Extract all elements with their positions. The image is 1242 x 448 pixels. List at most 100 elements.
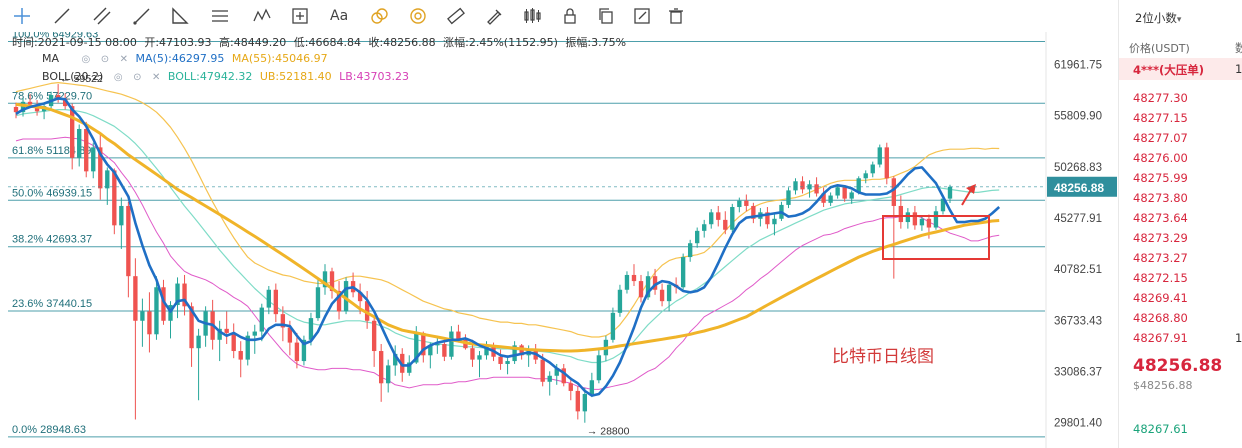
line-icon[interactable] (52, 6, 72, 26)
candle-body (680, 257, 686, 288)
ask-price-row[interactable]: 48267.91 (1133, 331, 1188, 345)
ask-price-row[interactable]: 48269.41 (1133, 291, 1188, 305)
candle-body (772, 218, 777, 225)
candle (666, 281, 672, 312)
copy-icon[interactable] (596, 6, 616, 26)
ask-price-row[interactable]: 48275.99 (1133, 171, 1188, 185)
candle-body (119, 205, 124, 226)
edit-icon[interactable] (632, 6, 652, 26)
candle-body (863, 173, 868, 179)
ask-price-row[interactable]: 48277.15 (1133, 111, 1188, 125)
ask-price-row[interactable]: 48277.30 (1133, 91, 1188, 105)
measure-icon[interactable] (484, 6, 504, 26)
candle-body (737, 200, 742, 208)
boll-visibility-icon[interactable]: ⊙ (133, 72, 142, 83)
candle (765, 207, 770, 229)
ask-price-row[interactable]: 48277.07 (1133, 131, 1188, 145)
candle-body (217, 328, 222, 340)
candle-body (196, 335, 201, 349)
ray-icon[interactable] (132, 6, 152, 26)
crosshair-icon[interactable] (12, 6, 32, 26)
candle-body (112, 170, 117, 226)
candle-body (723, 219, 728, 230)
wave-icon[interactable] (252, 6, 272, 26)
candle-body (428, 345, 433, 356)
candle-body (547, 375, 552, 382)
candle-body (393, 353, 398, 366)
candle-body (62, 98, 68, 107)
candle-body (589, 380, 595, 395)
candle (891, 176, 896, 279)
candles-icon[interactable] (522, 6, 542, 26)
candle-body (245, 335, 250, 360)
candle-body (231, 332, 236, 352)
candle (807, 180, 812, 198)
candle-body (126, 205, 131, 277)
fib-icon[interactable] (370, 6, 390, 26)
boll-settings-icon[interactable]: ◎ (113, 72, 123, 83)
candle-body (91, 147, 96, 172)
candle (652, 268, 658, 295)
candle (519, 343, 524, 360)
chart-area[interactable]: 100.0% 64929.63 78.6% 57229.70 61.8% 51184… (0, 32, 1118, 448)
ask-price-row[interactable]: 48273.27 (1133, 251, 1188, 265)
candle (631, 264, 637, 287)
candle-body (378, 351, 384, 384)
candle-body (484, 346, 489, 356)
candle-body (477, 355, 482, 360)
candle (940, 196, 946, 215)
circle-fib-icon[interactable] (408, 6, 428, 26)
info-time: 时间:2021-09-15 08:00 (12, 36, 137, 49)
candle (589, 372, 595, 398)
candle (617, 284, 623, 317)
candle (245, 331, 250, 366)
big-order-row[interactable]: 4***(大压单) 1 (1119, 58, 1242, 80)
highlight-box (882, 215, 990, 260)
big-order-label: 4***(大压单) (1133, 63, 1205, 77)
ask-price-row[interactable]: 48272.15 (1133, 271, 1188, 285)
candle (680, 253, 686, 290)
candle-body (252, 331, 257, 336)
candle-body (554, 368, 559, 376)
ask-price-row[interactable]: 48273.80 (1133, 191, 1188, 205)
candle-body (449, 331, 454, 357)
ma-visibility-icon[interactable]: ⊙ (100, 54, 110, 65)
candle-body (98, 147, 103, 189)
candle-body (470, 348, 475, 360)
bid-row[interactable]: 48267.61 (1133, 422, 1188, 436)
precision-select[interactable]: 2位小数▾ (1135, 10, 1181, 26)
candle (814, 177, 819, 197)
trash-icon[interactable] (666, 6, 686, 26)
ask-price-row[interactable]: 48273.29 (1133, 231, 1188, 245)
candle (140, 298, 145, 347)
parallel-line-icon[interactable] (92, 6, 112, 26)
candle-body (189, 306, 194, 349)
candle-body (266, 289, 271, 308)
fib-label: 38.2% 42693.37 (12, 234, 92, 246)
ask-price-row[interactable]: 48276.00 (1133, 151, 1188, 165)
candle-body (800, 181, 805, 190)
ma-close-icon[interactable]: ✕ (119, 54, 129, 65)
candle-body (386, 365, 391, 384)
candle-body (308, 318, 314, 340)
ma-settings-icon[interactable]: ◎ (81, 54, 91, 65)
candle-body (695, 230, 700, 244)
boll-close-icon[interactable]: ✕ (151, 72, 161, 83)
candle-body (940, 198, 946, 212)
ruler-icon[interactable] (446, 6, 466, 26)
text-icon[interactable]: Aa (330, 8, 349, 24)
candle (224, 311, 229, 344)
boll-ub-value: UB:52181.40 (259, 70, 332, 83)
add-indicator-icon[interactable] (290, 6, 310, 26)
ask-price-row[interactable]: 48268.80 (1133, 311, 1188, 325)
triangle-icon[interactable] (170, 6, 190, 26)
candle (947, 184, 953, 203)
candle (294, 332, 300, 369)
candle (421, 331, 426, 363)
ask-price-row[interactable]: 48273.64 (1133, 211, 1188, 225)
candle (133, 258, 138, 420)
horizontal-lines-icon[interactable] (210, 6, 230, 26)
lock-icon[interactable] (560, 6, 580, 26)
boll-legend: BOLL(20,2) ◎ ⊙ ✕ BOLL:47942.32 UB:52181.… (42, 70, 413, 83)
ma5-value: MA(5):46297.95 (135, 52, 225, 65)
